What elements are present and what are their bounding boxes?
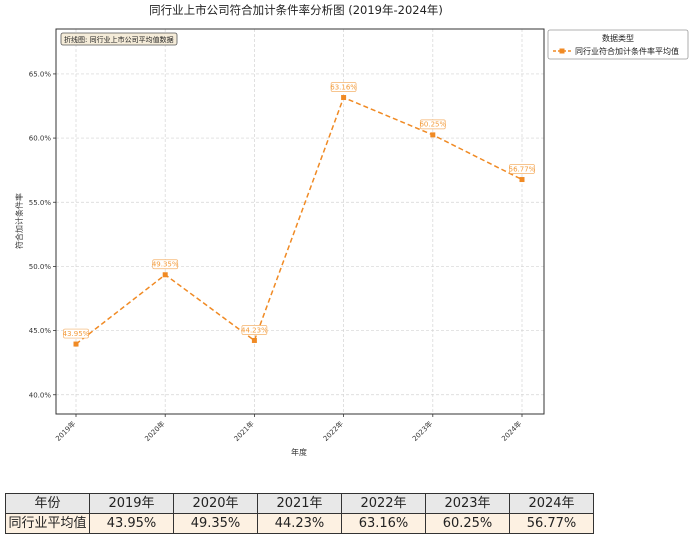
data-table: 年份 2019年 2020年 2021年 2022年 2023年 2024年 同… bbox=[5, 493, 594, 534]
legend: 数据类型 同行业符合加计条件率平均值 bbox=[547, 29, 689, 60]
x-tick-label: 2022年 bbox=[321, 419, 345, 443]
data-point bbox=[519, 177, 525, 183]
x-tick-label: 2021年 bbox=[232, 419, 256, 443]
grid bbox=[56, 29, 544, 414]
data-point bbox=[73, 341, 79, 347]
y-axis-title: 符合加计条件率 bbox=[14, 193, 24, 249]
table-header-year: 2020年 bbox=[173, 493, 258, 514]
table-header-year: 2019年 bbox=[89, 493, 174, 514]
data-point bbox=[162, 272, 168, 278]
table-row: 同行业平均值 43.95% 49.35% 44.23% 63.16% 60.25… bbox=[5, 513, 594, 534]
data-label-text: 56.77% bbox=[509, 165, 536, 173]
data-label: 56.77% bbox=[509, 164, 536, 174]
table-header-year: 2021年 bbox=[257, 493, 342, 514]
data-label: 49.35% bbox=[152, 259, 179, 270]
annotation-box: 折线图: 同行业上市公司平均值数据 bbox=[60, 32, 178, 46]
data-label-box bbox=[330, 82, 357, 92]
data-label-box bbox=[419, 119, 446, 130]
x-tick-label: 2019年 bbox=[53, 419, 77, 443]
x-axis-ticks: 2019年 2020年 2021年 2022年 2023年 2024年 bbox=[53, 414, 523, 443]
y-tick-label: 45.0% bbox=[29, 327, 52, 335]
data-label: 44.23% bbox=[241, 325, 268, 335]
data-label-text: 43.95% bbox=[63, 330, 90, 338]
table-row-label: 同行业平均值 bbox=[5, 513, 90, 534]
x-axis-title: 年度 bbox=[291, 447, 307, 457]
y-tick-label: 65.0% bbox=[29, 70, 52, 78]
series-line-path bbox=[75, 96, 523, 345]
table-header-year: 2023年 bbox=[425, 493, 510, 514]
data-label-box bbox=[509, 164, 535, 174]
table-cell: 44.23% bbox=[257, 513, 342, 534]
table-cell: 43.95% bbox=[89, 513, 174, 534]
table-cell: 56.77% bbox=[509, 513, 594, 534]
data-label-box bbox=[63, 328, 89, 339]
data-label: 60.25% bbox=[419, 119, 446, 130]
data-point bbox=[341, 95, 347, 101]
y-tick-label: 55.0% bbox=[29, 199, 52, 207]
data-label: 43.95% bbox=[63, 328, 90, 339]
table-cell: 49.35% bbox=[173, 513, 258, 534]
y-axis-ticks: 40.0% 45.0% 50.0% 55.0% 60.0% 65.0% bbox=[29, 70, 56, 399]
table-header-row: 年份 2019年 2020年 2021年 2022年 2023年 2024年 bbox=[5, 493, 594, 514]
legend-entry-label: 同行业符合加计条件率平均值 bbox=[575, 46, 679, 56]
legend-marker bbox=[559, 48, 565, 54]
y-tick-label: 50.0% bbox=[29, 263, 52, 271]
table-cell: 60.25% bbox=[425, 513, 510, 534]
line-chart: 同行业上市公司符合加计条件率分析图 (2019年-2024年) 40.0% 45.… bbox=[14, 3, 689, 457]
table-header-year: 2022年 bbox=[341, 493, 426, 514]
y-tick-label: 40.0% bbox=[29, 391, 52, 399]
plot-frame bbox=[55, 28, 545, 415]
annotation-text: 折线图: 同行业上市公司平均值数据 bbox=[64, 35, 174, 44]
data-label-box bbox=[241, 325, 268, 335]
data-point bbox=[251, 337, 257, 343]
table-header-year: 2024年 bbox=[509, 493, 594, 514]
table-header-label: 年份 bbox=[5, 493, 90, 514]
data-label-box bbox=[152, 259, 179, 270]
data-point bbox=[430, 132, 436, 138]
x-tick-label: 2020年 bbox=[143, 419, 167, 443]
series-line bbox=[73, 95, 525, 347]
data-label: 63.16% bbox=[330, 82, 357, 92]
data-label-text: 60.25% bbox=[419, 121, 446, 129]
data-label-text: 63.16% bbox=[330, 83, 357, 91]
x-tick-label: 2023年 bbox=[410, 419, 434, 443]
data-label-text: 49.35% bbox=[152, 261, 179, 269]
table-cell: 63.16% bbox=[341, 513, 426, 534]
y-tick-label: 60.0% bbox=[29, 135, 52, 143]
point-labels: 43.95% 49.35% 44.23% 63.16% 60.25% 56.77% bbox=[63, 82, 536, 339]
legend-title: 数据类型 bbox=[602, 33, 634, 43]
x-tick-label: 2024年 bbox=[499, 419, 523, 443]
chart-title: 同行业上市公司符合加计条件率分析图 (2019年-2024年) bbox=[149, 3, 443, 17]
data-label-text: 44.23% bbox=[241, 326, 268, 334]
